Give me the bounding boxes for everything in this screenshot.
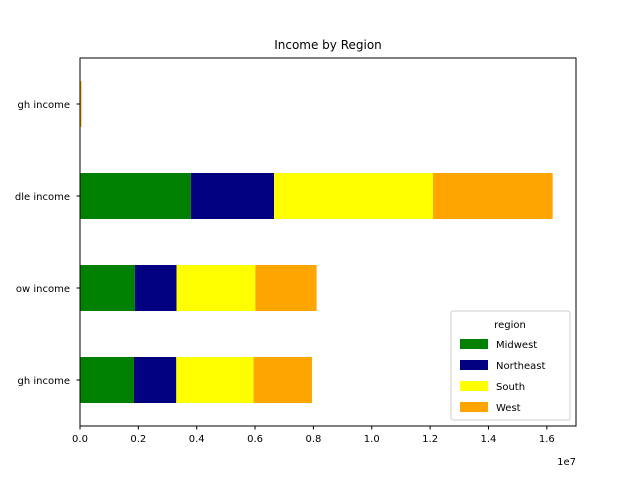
legend-title: region [494, 320, 526, 331]
legend: region Midwest Northeast South West [450, 310, 571, 421]
bar-segment-northeast-2 [134, 265, 177, 311]
x-tick-label-7: 1.2 [422, 434, 438, 445]
bar-segment-west-1 [253, 357, 312, 403]
y-axis: gh income ow income dle income gh income [15, 100, 80, 387]
x-tick-label-1: 0.0 [72, 434, 88, 445]
bar-layer [80, 81, 553, 403]
legend-swatch-midwest [460, 339, 488, 349]
x-tick-label-5: 0.8 [305, 434, 321, 445]
bar-segment-south-2 [176, 265, 256, 311]
y-tick-label-2: ow income [16, 284, 70, 295]
bar-segment-northeast-3 [190, 173, 275, 219]
bar-segment-south-1 [176, 357, 254, 403]
y-tick-label-4: gh income [18, 100, 71, 111]
legend-label-west: West [496, 403, 521, 414]
x-tick-label-3: 0.4 [189, 434, 205, 445]
bar-segment-west-4 [80, 81, 82, 127]
bar-segment-west-3 [433, 173, 553, 219]
x-tick-label-6: 1.0 [364, 434, 380, 445]
bar-segment-south-3 [274, 173, 434, 219]
bar-segment-midwest-3 [80, 173, 191, 219]
legend-label-south: South [496, 382, 525, 393]
legend-box [450, 310, 571, 421]
bar-segment-northeast-1 [133, 357, 177, 403]
bar-segment-midwest-2 [80, 265, 135, 311]
x-tick-label-9: 1.6 [539, 434, 555, 445]
y-tick-label-3: dle income [15, 192, 70, 203]
x-axis: 0.0 0.2 0.4 0.6 0.8 1.0 1.2 1.4 1.6 [72, 426, 555, 445]
x-tick-label-8: 1.4 [481, 434, 497, 445]
legend-swatch-south [460, 381, 488, 391]
plot-frame [79, 57, 577, 427]
chart-title: Income by Region [274, 38, 382, 52]
x-tick-label-2: 0.2 [130, 434, 146, 445]
legend-swatch-northeast [460, 360, 488, 370]
legend-label-midwest: Midwest [496, 340, 537, 351]
bar-segment-midwest-1 [80, 357, 134, 403]
x-scale-label: 1e7 [557, 457, 576, 468]
legend-label-northeast: Northeast [496, 361, 545, 372]
bar-segment-west-2 [255, 265, 317, 311]
y-tick-label-1: gh income [18, 376, 71, 387]
legend-swatch-west [460, 402, 488, 412]
x-tick-label-4: 0.6 [247, 434, 263, 445]
